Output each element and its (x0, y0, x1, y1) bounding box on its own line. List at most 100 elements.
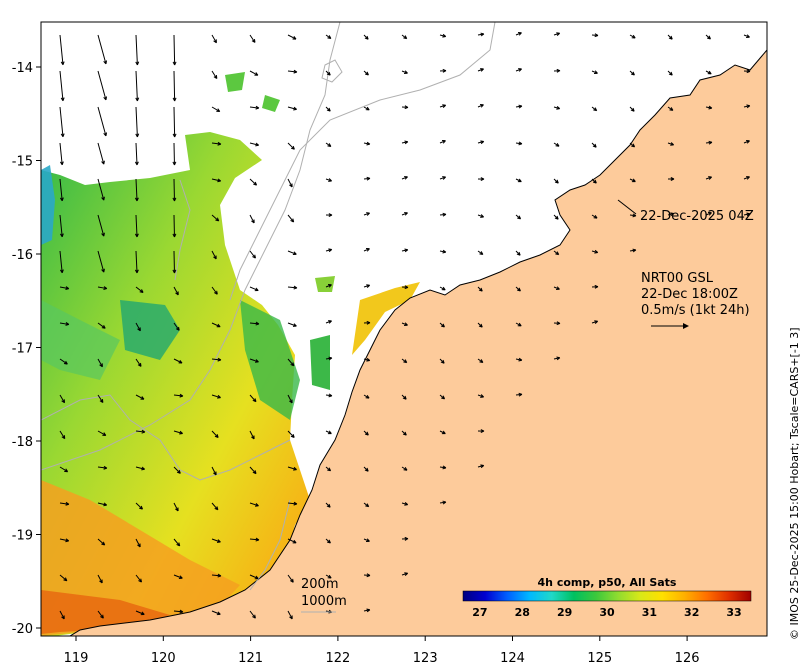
current-vector (667, 34, 673, 40)
current-vector (97, 250, 105, 273)
current-vector (705, 212, 712, 216)
current-vector (477, 429, 485, 433)
current-vector (173, 430, 183, 435)
y-tick-label: -17 (12, 342, 33, 357)
current-vector (172, 250, 177, 274)
current-vector (363, 430, 369, 436)
current-vector (439, 500, 447, 505)
isobath-200-label: 200m (301, 577, 338, 592)
current-vector (287, 106, 297, 111)
current-vector (477, 250, 484, 255)
current-vector (134, 214, 139, 238)
current-vector (59, 538, 70, 543)
current-vector (363, 608, 371, 613)
current-vector (59, 466, 69, 473)
current-vector (667, 177, 675, 181)
x-tick-label: 119 (64, 651, 89, 666)
current-vector (515, 32, 522, 36)
current-vector (287, 285, 298, 290)
current-vector (363, 357, 371, 362)
current-vector (249, 394, 257, 403)
y-tick-label: -15 (12, 155, 33, 170)
current-vector (477, 68, 484, 72)
current-vector (59, 610, 65, 620)
current-vector (591, 70, 598, 74)
current-vector (173, 466, 181, 474)
current-vector (325, 502, 331, 508)
current-vector (629, 248, 637, 253)
current-vector (743, 69, 751, 74)
current-vector (591, 214, 598, 219)
current-vector (172, 214, 177, 238)
current-vector (553, 142, 560, 147)
current-vector (439, 33, 447, 38)
colorbar-tick-label: 31 (642, 606, 657, 619)
current-vector (515, 392, 523, 397)
current-vector (553, 214, 559, 220)
current-vector (287, 466, 297, 471)
current-vector (363, 573, 371, 578)
current-vector (363, 212, 371, 216)
current-vector (135, 34, 140, 66)
current-vector (97, 106, 108, 137)
current-vector (591, 249, 599, 254)
current-vector (97, 70, 108, 101)
current-vector (553, 286, 560, 290)
current-vector (59, 430, 66, 440)
current-vector (211, 34, 217, 44)
x-tick-label: 126 (675, 651, 700, 666)
current-vector (439, 249, 447, 254)
current-vector (477, 394, 485, 398)
current-time-pointer (617, 199, 637, 215)
current-vector (59, 70, 65, 102)
current-vector (211, 250, 217, 260)
current-vector (325, 430, 332, 435)
current-vector (439, 358, 445, 364)
current-vector (59, 574, 68, 582)
current-vector (249, 34, 256, 43)
current-vector (743, 104, 751, 109)
current-vector (553, 32, 561, 36)
current-vector (249, 574, 259, 580)
colorbar-tick-label: 28 (515, 606, 530, 619)
isobaths (41, 22, 496, 591)
current-vector (629, 70, 635, 76)
current-vector (591, 142, 597, 148)
current-vector (363, 320, 371, 325)
current-vector (173, 358, 183, 364)
current-vector (249, 610, 256, 619)
x-tick-label: 124 (500, 651, 525, 666)
current-vector (173, 609, 184, 614)
current-vector (401, 176, 408, 180)
current-vector (97, 574, 103, 584)
current-vector (287, 69, 298, 74)
current-vector (172, 34, 177, 66)
current-vector (287, 574, 294, 583)
x-axis: 119 120 121 122 123 124 125 126 (64, 636, 700, 666)
current-time-label: 22-Dec-2025 04Z (640, 209, 754, 224)
current-vector (553, 105, 561, 110)
current-vector (211, 214, 220, 222)
current-vector (591, 284, 599, 289)
current-vector (515, 178, 522, 183)
current-vector (97, 214, 105, 237)
current-vector (553, 68, 561, 73)
current-vector (553, 250, 560, 256)
current-vector (249, 537, 260, 542)
current-vector (515, 286, 521, 292)
current-vector (629, 213, 637, 218)
current-vector (97, 34, 108, 65)
current-vector (134, 178, 139, 202)
current-vector (59, 250, 64, 274)
current-vector (249, 178, 258, 186)
y-tick-label: -18 (12, 435, 33, 450)
current-vector (401, 430, 407, 436)
current-vector (667, 142, 675, 146)
current-vector (515, 357, 523, 362)
colorbar-tick-label: 30 (599, 606, 615, 619)
current-vector (629, 106, 635, 112)
current-vector (97, 502, 108, 507)
map-frame (40, 21, 768, 637)
current-vector (477, 464, 485, 469)
